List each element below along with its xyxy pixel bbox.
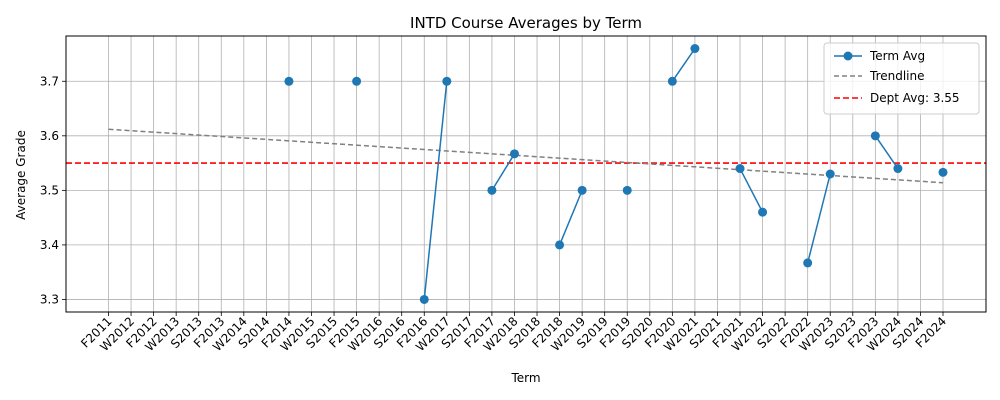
- series-line-segment: [806, 173, 831, 264]
- data-point: [622, 185, 632, 195]
- y-tick-label: 3.3: [40, 292, 59, 306]
- data-point: [419, 294, 429, 304]
- data-point: [893, 164, 903, 174]
- legend-label-dept-avg: Dept Avg: 3.55: [870, 91, 960, 105]
- y-tick-label: 3.5: [40, 183, 59, 197]
- y-tick-label: 3.7: [40, 74, 59, 88]
- series-line-segment: [491, 153, 516, 191]
- plot-frame: [65, 35, 987, 313]
- data-point: [284, 76, 294, 86]
- trendline: [108, 128, 944, 184]
- series-line-segment: [874, 135, 899, 169]
- legend-label-trendline: Trendline: [869, 69, 925, 83]
- series-line-segment: [739, 168, 764, 213]
- legend-box: [823, 42, 980, 115]
- y-tick-layer: 3.3 3.4 3.5 3.6 3.7: [40, 74, 66, 306]
- data-point: [803, 258, 813, 268]
- trendline-layer: [108, 128, 944, 184]
- series-line-segment: [558, 190, 583, 246]
- data-point: [825, 169, 835, 179]
- data-point: [938, 167, 948, 177]
- data-point: [442, 76, 452, 86]
- data-point: [555, 240, 565, 250]
- legend-label-term-avg: Term Avg: [869, 49, 925, 63]
- y-axis-title: Average Grade: [14, 130, 28, 220]
- data-point: [870, 131, 880, 141]
- data-point: [735, 164, 745, 174]
- series-line-segment: [423, 81, 448, 300]
- series-layer: [284, 44, 948, 304]
- data-point: [352, 76, 362, 86]
- data-point: [758, 207, 768, 217]
- y-tick-label: 3.6: [40, 129, 59, 143]
- legend: Term Avg Trendline Dept Avg: 3.55: [823, 42, 980, 115]
- data-point: [509, 149, 519, 159]
- data-point: [487, 185, 497, 195]
- series-line-segment: [671, 48, 696, 82]
- x-axis-title: Term: [510, 371, 540, 385]
- chart-title: INTD Course Averages by Term: [410, 14, 642, 32]
- data-point: [667, 76, 677, 86]
- data-point: [690, 44, 700, 54]
- data-point: [577, 185, 587, 195]
- y-tick-label: 3.4: [40, 238, 59, 252]
- x-tick-layer: F2011W2012F2012W2013S2013F2013W2014S2014…: [78, 312, 949, 354]
- legend-marker-term-avg-dot: [843, 51, 853, 61]
